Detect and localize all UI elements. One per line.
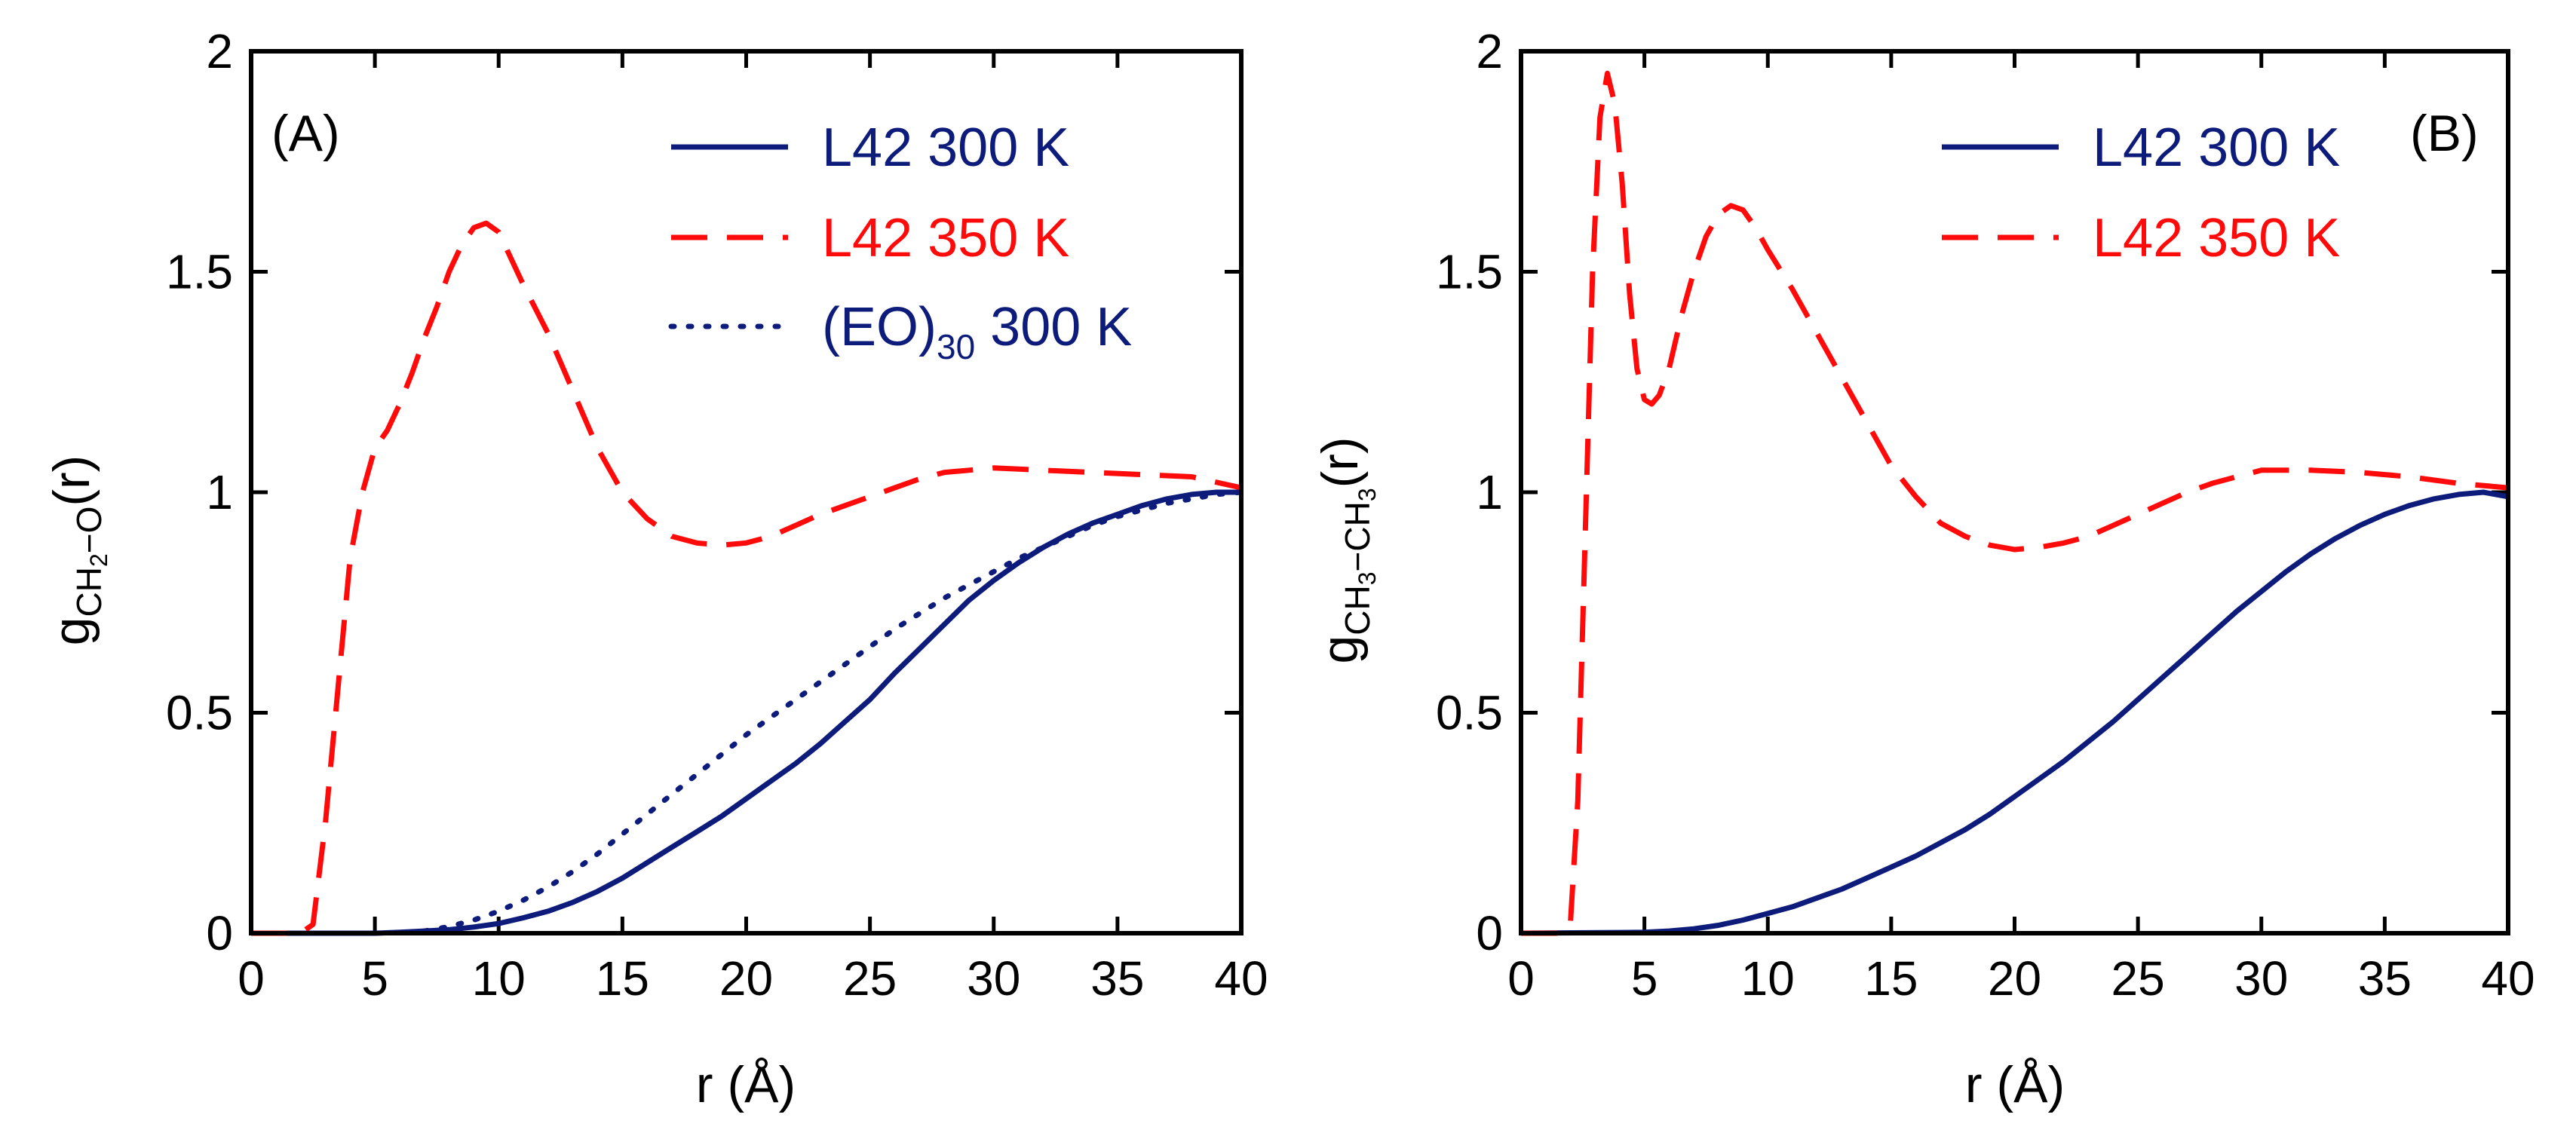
x-tick-label-a-4: 20	[719, 951, 773, 1006]
y-label-tail: (r)	[43, 455, 100, 507]
plot-frame-b	[1519, 49, 2510, 935]
y-tick-label-b-4: 2	[1476, 24, 1503, 78]
plot-frame-a	[249, 49, 1244, 935]
x-tick-label-a-8: 40	[1214, 951, 1268, 1006]
y-label-sub-sep: −O	[69, 507, 109, 554]
y-label-tail-b: (r)	[1311, 436, 1369, 488]
y-tick-label-a-4: 2	[206, 24, 233, 78]
y-label-sub-a2-b: 3	[1354, 571, 1381, 585]
series-line-b-1	[1521, 70, 2509, 936]
legend-label-a-2: (EO)30 300 K	[822, 297, 1132, 366]
series-line-a-1	[251, 220, 1242, 936]
series-line-a-0	[251, 489, 1241, 936]
y-label-g: g	[43, 617, 100, 646]
legend-a: L42 300 K L42 350 K (EO)30 300 K	[668, 118, 1132, 366]
y-tick-label-b-0: 0	[1476, 906, 1503, 960]
panel-label-b: (B)	[2410, 105, 2479, 162]
x-tick-label-a-2: 10	[472, 951, 526, 1006]
x-tick-label-a-5: 25	[843, 951, 897, 1006]
x-tick-label-b-8: 40	[2481, 951, 2535, 1006]
y-tick-label-a-0: 0	[206, 906, 233, 960]
y-tick-label-a-1: 0.5	[166, 686, 233, 740]
x-tick-label-b-0: 0	[1507, 951, 1535, 1006]
x-tick-label-b-1: 5	[1631, 951, 1658, 1006]
series-group-a	[251, 220, 1244, 936]
y-label-sub-a2: 2	[85, 553, 112, 567]
legend-eo-main: (EO)	[822, 297, 937, 357]
y-tick-label-b-3: 1.5	[1436, 245, 1503, 299]
x-axis-label-a: r (Å)	[696, 1056, 796, 1113]
legend-eo-sub: 30	[937, 327, 975, 366]
x-axis-label-b: r (Å)	[1965, 1056, 2065, 1113]
x-tick-label-a-6: 30	[967, 951, 1020, 1006]
x-tick-label-b-2: 10	[1741, 951, 1795, 1006]
x-tick-label-a-1: 5	[361, 951, 388, 1006]
x-tick-label-a-7: 35	[1090, 951, 1144, 1006]
legend-label-b-0: L42 300 K	[2093, 118, 2340, 178]
legend-label-b-1: L42 350 K	[2093, 208, 2340, 268]
ticks-b: 0 5 10 15 20 25 30 35 40 0 0.5 1 1.5 2	[1436, 24, 2535, 1006]
x-tick-label-a-0: 0	[238, 951, 265, 1006]
x-tick-label-b-7: 35	[2358, 951, 2412, 1006]
series-group-b	[1520, 70, 2509, 936]
legend-eo-tail: 300 K	[975, 297, 1132, 357]
y-tick-label-b-1: 0.5	[1436, 686, 1503, 740]
y-tick-label-a-2: 1	[206, 465, 233, 519]
series-line-b-0	[1520, 489, 2509, 936]
y-label-sub-a-b: CH	[1338, 585, 1377, 635]
y-label-sub-a: CH	[69, 567, 109, 617]
x-tick-label-b-3: 15	[1864, 951, 1918, 1006]
legend-label-a-0: L42 300 K	[822, 118, 1069, 178]
series-line-a-2	[422, 489, 1244, 934]
y-tick-label-a-3: 1.5	[166, 245, 233, 299]
y-label-g-b: g	[1311, 635, 1369, 664]
y-axis-label-b: gCH3−CH3(r)	[1311, 436, 1381, 663]
y-tick-label-b-2: 1	[1476, 465, 1503, 519]
x-tick-label-b-4: 20	[1988, 951, 2041, 1006]
legend-b: L42 300 K L42 350 K	[1942, 118, 2340, 268]
y-label-sub-b2-b: 3	[1354, 488, 1381, 501]
y-label-sub-sep-b: −CH	[1338, 501, 1377, 571]
legend-label-a-1: L42 350 K	[822, 208, 1069, 268]
ticks-a: 0 5 10 15 20 25 30 35 40 0 0.5 1 1.5 2	[166, 24, 1268, 1006]
x-tick-label-a-3: 15	[596, 951, 649, 1006]
x-tick-label-b-5: 25	[2111, 951, 2165, 1006]
panel-label-a: (A)	[271, 105, 340, 162]
y-axis-label-a: gCH2−O(r)	[43, 455, 112, 646]
x-tick-label-b-6: 30	[2234, 951, 2288, 1006]
